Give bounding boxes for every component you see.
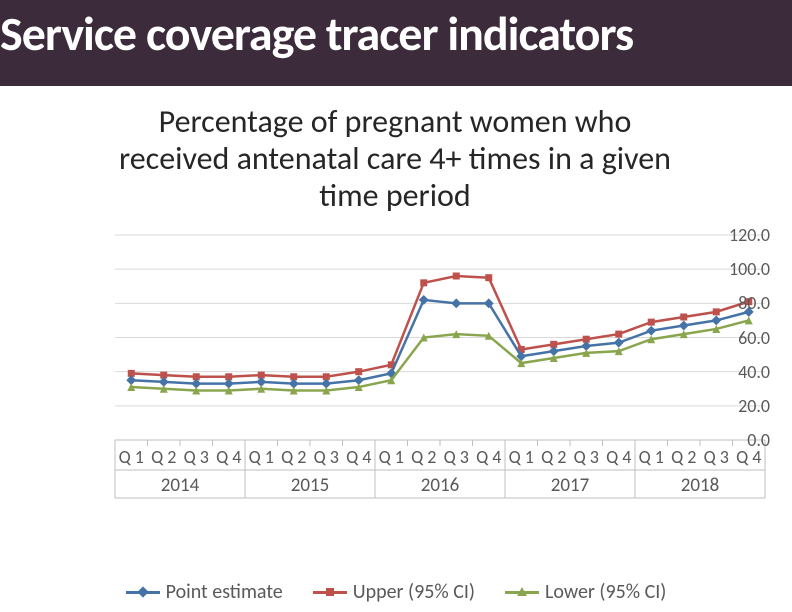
x-quarter-label: Q 3 (574, 446, 599, 468)
chart-title: Percentage of pregnant women who receive… (110, 104, 680, 214)
x-quarter-label: Q 2 (281, 446, 306, 468)
legend-label: Point estimate (166, 580, 283, 604)
chart-svg (50, 230, 770, 590)
x-quarter-label: Q 2 (671, 446, 696, 468)
legend-swatch (313, 585, 347, 599)
x-quarter-label: Q 2 (151, 446, 176, 468)
x-quarter-label: Q 1 (379, 446, 404, 468)
x-quarter-label: Q 1 (119, 446, 144, 468)
x-quarter-label: Q 3 (184, 446, 209, 468)
legend: Point estimate Upper (95% CI) Lower (95%… (0, 580, 792, 604)
y-tick-label: 100.0 (715, 258, 770, 280)
y-tick-label: 60.0 (715, 327, 770, 349)
x-quarter-label: Q 1 (639, 446, 664, 468)
legend-label: Lower (95% CI) (545, 580, 666, 604)
x-quarter-label: Q 4 (736, 446, 761, 468)
chart-container: 0.020.040.060.080.0100.0120.0 Q 1Q 2Q 3Q… (50, 230, 770, 590)
legend-label: Upper (95% CI) (353, 580, 475, 604)
x-quarter-label: Q 2 (541, 446, 566, 468)
y-tick-label: 120.0 (715, 224, 770, 246)
x-year-label: 2018 (681, 474, 720, 497)
x-quarter-label: Q 4 (606, 446, 631, 468)
legend-swatch (505, 585, 539, 599)
legend-item-lower-ci: Lower (95% CI) (505, 580, 666, 604)
square-icon (326, 588, 334, 596)
x-year-label: 2017 (551, 474, 590, 497)
x-quarter-label: Q 4 (346, 446, 371, 468)
x-quarter-label: Q 1 (509, 446, 534, 468)
triangle-icon (517, 587, 527, 596)
x-quarter-label: Q 3 (444, 446, 469, 468)
x-year-label: 2014 (161, 474, 200, 497)
slide: Service coverage tracer indicators Perce… (0, 0, 792, 612)
diamond-icon (137, 586, 148, 597)
legend-item-point-estimate: Point estimate (126, 580, 283, 604)
legend-swatch (126, 585, 160, 599)
y-tick-label: 40.0 (715, 361, 770, 383)
x-year-label: 2015 (291, 474, 330, 497)
x-quarter-label: Q 2 (411, 446, 436, 468)
x-quarter-label: Q 4 (216, 446, 241, 468)
header-bar: Service coverage tracer indicators (0, 0, 792, 86)
x-quarter-label: Q 3 (314, 446, 339, 468)
x-quarter-label: Q 1 (249, 446, 274, 468)
x-quarter-label: Q 4 (476, 446, 501, 468)
y-tick-label: 20.0 (715, 395, 770, 417)
header-title: Service coverage tracer indicators (0, 0, 792, 58)
y-tick-label: 80.0 (715, 292, 770, 314)
x-year-label: 2016 (421, 474, 460, 497)
x-quarter-label: Q 3 (704, 446, 729, 468)
legend-item-upper-ci: Upper (95% CI) (313, 580, 475, 604)
